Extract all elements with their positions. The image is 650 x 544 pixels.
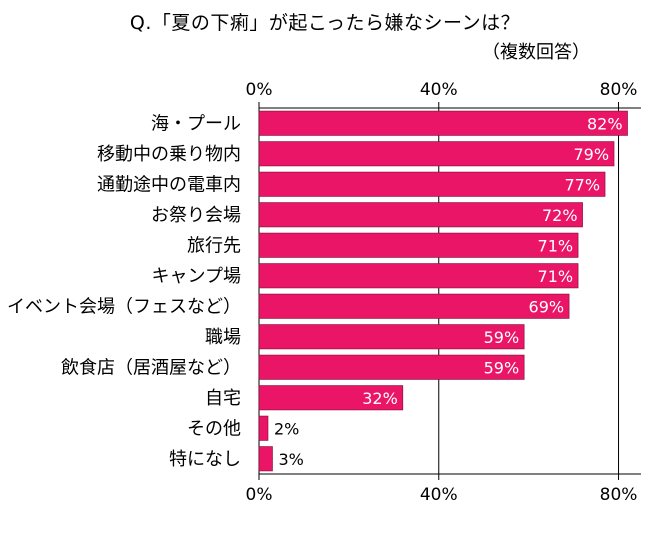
category-label: 職場 bbox=[205, 327, 241, 348]
category-label: 海・プール bbox=[151, 113, 241, 134]
value-label: 3% bbox=[278, 450, 303, 469]
bar bbox=[258, 324, 525, 350]
value-label: 59% bbox=[484, 358, 520, 377]
bottom-tick-label: 0% bbox=[246, 485, 273, 505]
category-label: 旅行先 bbox=[187, 235, 241, 256]
bar bbox=[258, 171, 606, 197]
top-tick-label: 40% bbox=[420, 80, 458, 100]
bar bbox=[258, 232, 579, 258]
bar bbox=[258, 202, 583, 228]
bottom-tick-label: 40% bbox=[420, 485, 458, 505]
value-label: 69% bbox=[529, 297, 565, 316]
top-tick-label: 0% bbox=[246, 80, 273, 100]
value-label: 2% bbox=[274, 419, 299, 438]
bar bbox=[258, 141, 615, 167]
value-label: 82% bbox=[587, 114, 623, 133]
bar bbox=[258, 446, 273, 472]
bar bbox=[258, 415, 269, 441]
top-tick-label: 80% bbox=[600, 80, 638, 100]
category-label: 移動中の乗り物内 bbox=[97, 144, 241, 165]
bar bbox=[258, 110, 628, 136]
category-label: イベント会場（フェスなど） bbox=[7, 296, 241, 317]
category-label: その他 bbox=[187, 418, 241, 439]
category-label: 通勤途中の電車内 bbox=[97, 174, 241, 195]
category-label: お祭り会場 bbox=[151, 205, 241, 226]
bar bbox=[258, 293, 570, 319]
chart-subtitle: （複数回答） bbox=[482, 42, 590, 63]
value-label: 79% bbox=[573, 145, 609, 164]
category-label: キャンプ場 bbox=[152, 266, 241, 287]
bar bbox=[258, 354, 525, 380]
category-label: 自宅 bbox=[205, 388, 241, 409]
value-label: 32% bbox=[362, 389, 398, 408]
value-label: 72% bbox=[542, 206, 578, 225]
category-label: 特になし bbox=[169, 449, 241, 470]
bar bbox=[258, 385, 404, 411]
bottom-tick-label: 80% bbox=[600, 485, 638, 505]
bar bbox=[258, 263, 579, 289]
value-label: 71% bbox=[538, 236, 574, 255]
value-label: 71% bbox=[538, 267, 574, 286]
value-label: 59% bbox=[484, 328, 520, 347]
chart-title: Q.「夏の下痢」が起こったら嫌なシーンは？ bbox=[129, 12, 521, 34]
value-label: 77% bbox=[564, 175, 600, 194]
category-label: 飲食店（居酒屋など） bbox=[61, 357, 241, 378]
